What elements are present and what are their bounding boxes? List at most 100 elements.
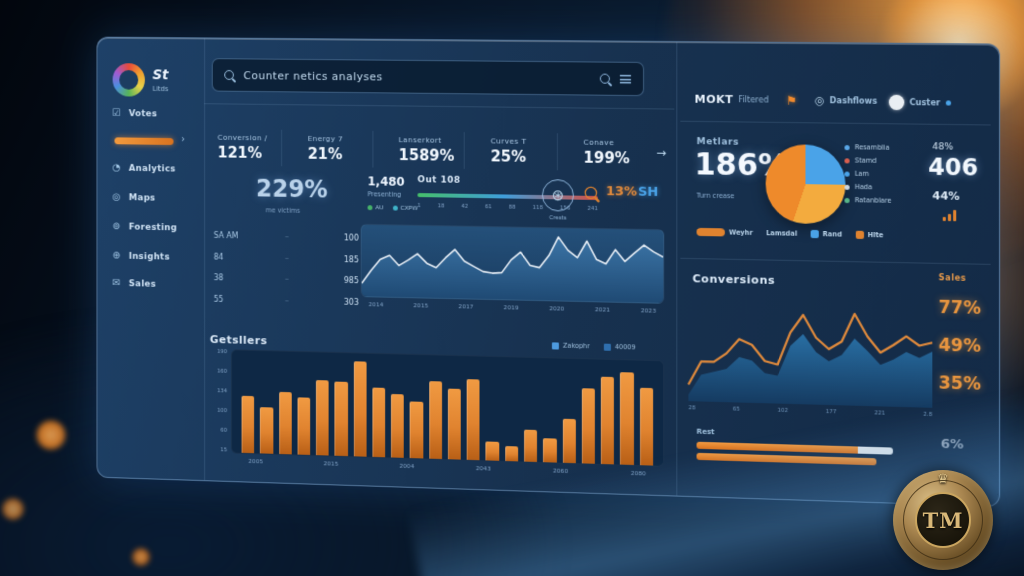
bar[interactable] [466,378,480,461]
orange-search-icon[interactable] [584,186,598,200]
workspace-switcher[interactable]: ◎ Dashflows [814,93,878,108]
bar[interactable] [316,379,329,456]
traffic-x-labels: 2014 2015 2017 2019 2020 2021 2023 [368,301,657,315]
legend-item[interactable]: Lam [844,169,891,178]
legend-item[interactable]: 40009 [603,343,636,351]
bar[interactable] [297,397,311,455]
sales-value: 49% [938,335,981,357]
big-percent-sub: me victims [265,206,301,215]
insights-icon: ⊕ [112,250,121,262]
search-action-icon[interactable] [599,73,610,84]
rp-divider [680,257,991,265]
table-row[interactable]: 84 – 185 [213,252,359,265]
kpi-lanserkort[interactable]: Lanserkort 1589% [372,130,464,169]
table-row[interactable]: 38 – 985 [213,273,359,286]
crest-badge-label: Crests [549,215,567,222]
right-stat-top: 48% [932,142,954,153]
crest-badge-icon[interactable]: ⊛ [541,179,574,212]
sidebar-item-maps[interactable]: ◎ Maps [112,192,156,203]
brand-logo-icon[interactable] [112,63,145,97]
bar[interactable] [241,396,255,454]
bar[interactable] [278,391,292,455]
active-nav-indicator[interactable] [114,137,174,145]
bar[interactable] [581,387,595,464]
legend-item[interactable]: Zakophr [551,341,590,350]
filter-hite[interactable]: Hite [855,230,883,239]
search-bar[interactable]: Counter netics analyses [211,58,645,97]
bar[interactable] [409,401,424,459]
right-stat-big: 406 [928,154,979,182]
avatar [888,94,905,111]
bar[interactable] [524,429,538,463]
count-legend: AU CXPW [367,204,418,212]
legend-item[interactable]: Stamd [844,156,891,165]
sidebar-item-votes[interactable]: ☑ Votes [112,108,158,119]
filter-sliders-icon[interactable] [619,73,631,84]
table-row[interactable]: SA AM – 100 [213,230,359,243]
rest-value: 6% [940,436,964,453]
kpi-curves[interactable]: Curves T 25% [463,131,557,170]
sales-value: 77% [938,297,981,320]
legend-item[interactable]: Hada [844,183,891,192]
bar[interactable] [485,441,500,461]
search-icon [224,70,234,80]
sidebar-item-foresting[interactable]: ⊚ Foresting [112,221,178,233]
legend-swatch [603,343,611,351]
kpi-conversion[interactable]: Conversion / 121% [217,132,268,162]
brand-subtitle: Litds [152,85,169,94]
table-row[interactable]: 55 – 303 [213,294,359,307]
sellers-y-ticks: 190 160 134 100 60 15 [217,348,228,454]
flag-icon[interactable]: ⚑ [786,93,798,108]
bar[interactable] [562,418,576,464]
mini-table: SA AM – 100 84 – 185 38 – 985 55 – 303 [214,231,359,307]
metric-label: Metlars [696,137,739,148]
crown-icon: ♛ [937,472,949,487]
user-menu[interactable]: Custer [888,94,951,111]
legend-item[interactable]: Ratanblare [844,196,891,205]
bar[interactable] [428,380,442,460]
main-right-divider [676,42,678,496]
tm-watermark-emblem: ♛ TM [893,470,993,570]
legend-dot [844,157,850,163]
sidebar-divider [204,38,206,481]
bar[interactable] [600,377,615,465]
sales-values: 77% 49% 35% [939,298,981,395]
rest-bar-1[interactable] [696,452,877,466]
maps-icon: ◎ [112,192,121,203]
bar[interactable] [639,387,653,466]
bar[interactable] [334,381,348,457]
bar[interactable] [543,438,557,463]
filter-swatch [855,230,864,239]
ring-icon: ◎ [814,93,825,108]
legend-dot [844,184,850,190]
kpi-conave[interactable]: Conave 199% [556,132,651,172]
sidebar-item-analytics[interactable]: ◔ Analytics [112,162,176,174]
sidebar-item-sales[interactable]: ✉ Sales [112,277,156,290]
brand-title: St [152,67,169,84]
sales-icon: ✉ [112,277,121,289]
filter-weyhr[interactable]: Weyhr [696,227,753,237]
sidebar-item-insights[interactable]: ⊕ Insights [112,250,170,263]
bar[interactable] [504,445,519,462]
kpi-next-arrow-icon[interactable]: → [656,145,667,160]
sellers-chart-title: Getsllers [209,333,268,348]
bar[interactable] [620,372,634,465]
kpi-row: Conversion / 121% Energy 7 21% Lanserkor… [210,123,672,177]
status-dot [945,100,951,106]
filter-rand[interactable]: Rand [810,229,842,239]
share-pie[interactable] [765,144,846,225]
bar[interactable] [391,394,405,458]
range-label: Out 108 [417,175,461,186]
secondary-brand[interactable]: MOKT Filtered [694,92,769,107]
sales-column: Sales 77% 49% 35% [939,273,981,395]
bar[interactable] [447,388,461,460]
search-input[interactable]: Counter netics analyses [243,68,383,83]
filter-lamsdal[interactable]: Lamsdal [766,229,798,238]
bar[interactable] [260,406,273,454]
bar[interactable] [353,361,367,457]
metric-sub: Turn crease [696,191,735,201]
bar[interactable] [372,387,386,458]
big-percent: 229% [256,174,328,204]
legend-item[interactable]: Resamblia [844,143,891,152]
kpi-energy[interactable]: Energy 7 21% [281,129,373,168]
